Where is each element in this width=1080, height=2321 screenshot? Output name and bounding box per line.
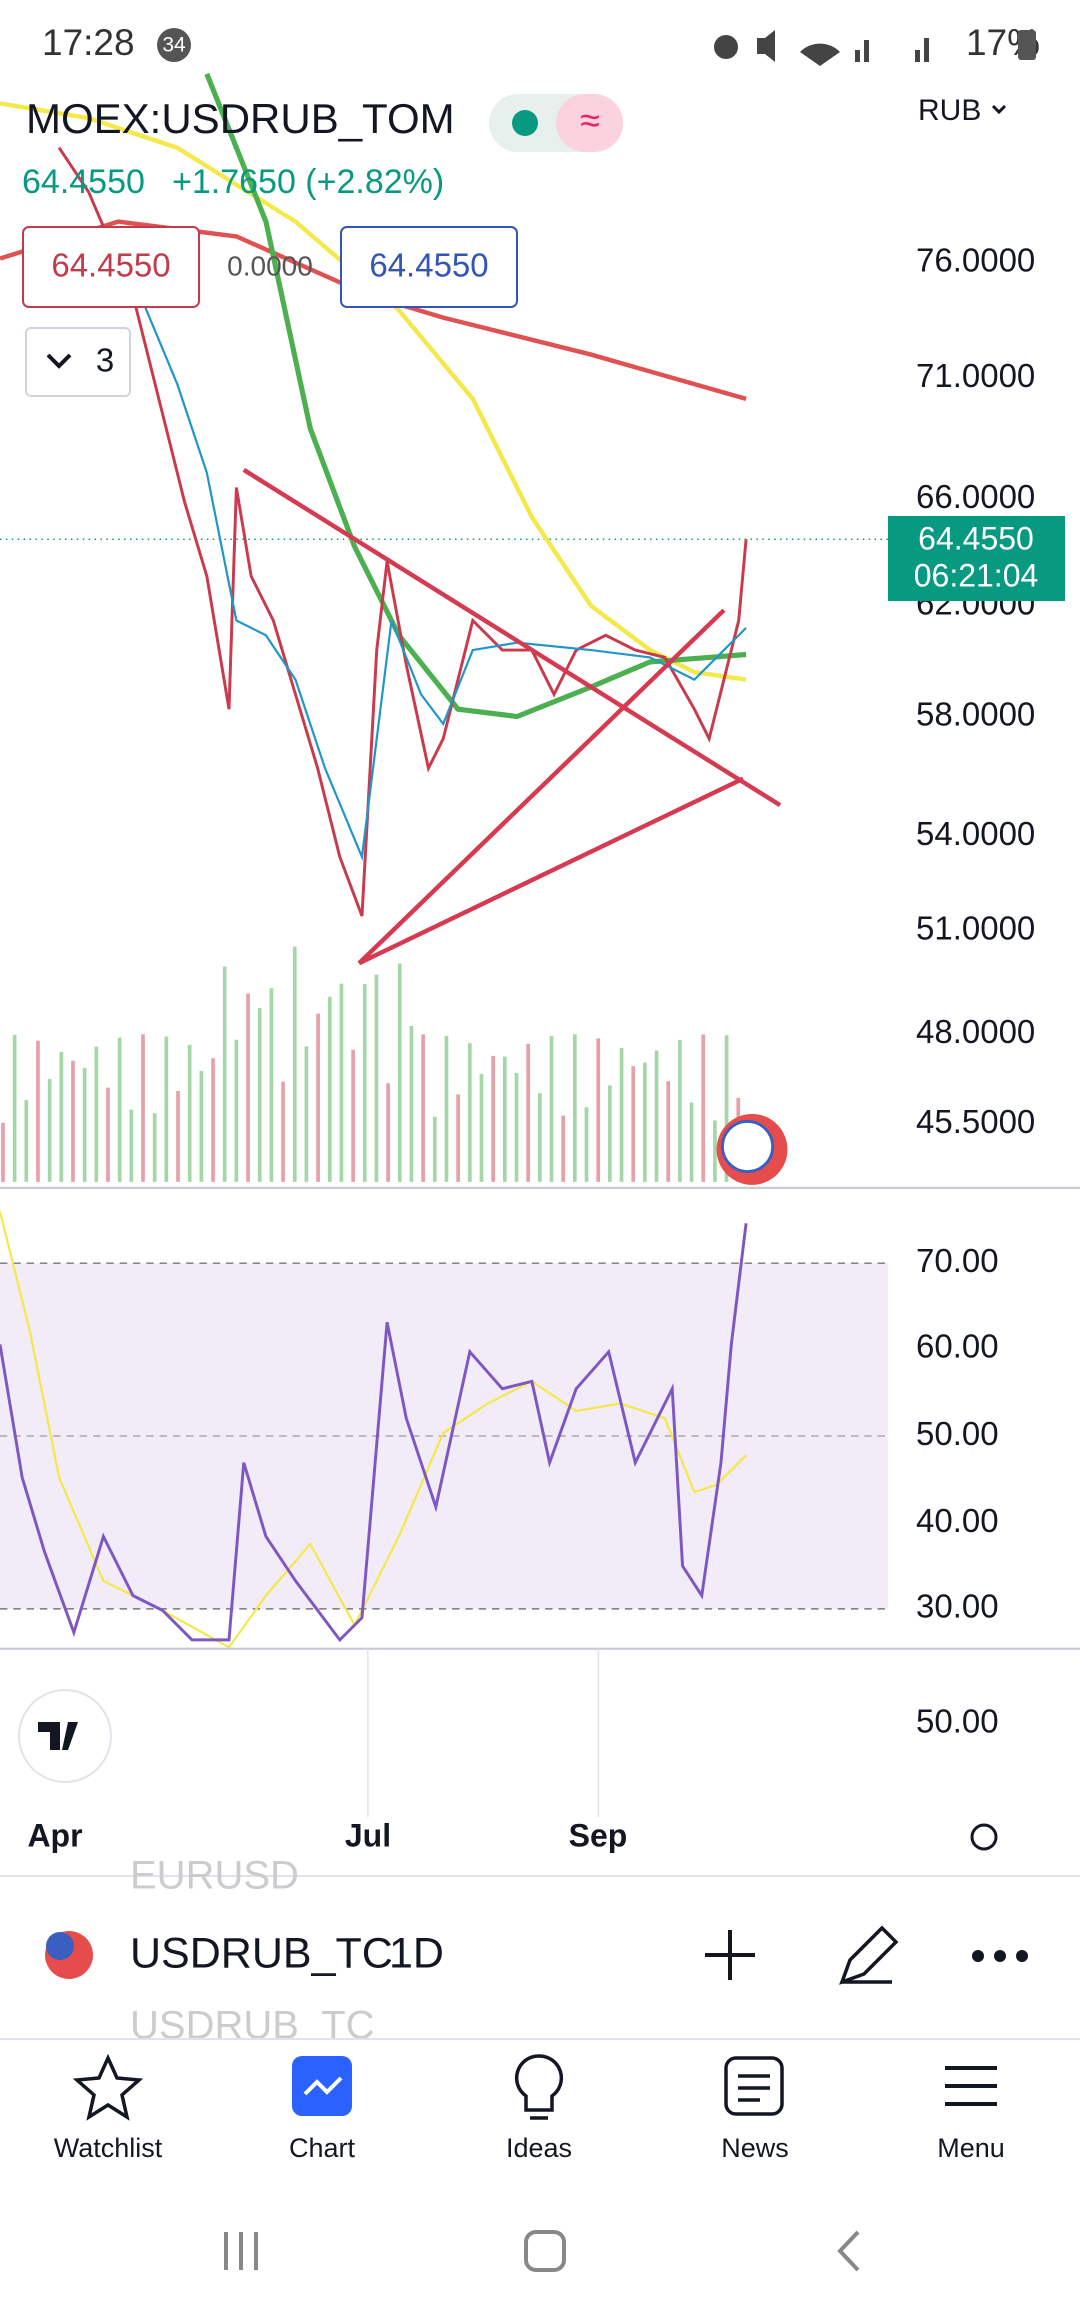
buy-button[interactable] [340,226,518,308]
rsi-tick-label: 50.00 [916,1415,999,1452]
last-price: 64.4550 [22,163,145,201]
symbol[interactable]: MOEX:USDRUB_TOM [26,95,455,142]
volume [1,946,741,1182]
axes: 76.000071.000066.000062.000058.000054.00… [27,242,1035,1854]
rsi-tick-label: 60.00 [916,1328,999,1365]
symbol-flag [46,1932,74,1960]
time-tick-label: Jul [345,1817,391,1853]
tv-logo-mark [38,1722,78,1750]
nav-tab[interactable]: News [721,2133,789,2163]
news-icon [738,2074,770,2102]
time-tick-label: Apr [27,1817,82,1853]
last-price-label [888,516,1065,601]
chevron [991,104,1007,115]
rsi-tick-label: 70.00 [916,1242,999,1279]
status-dot [512,110,538,136]
menu-icon [945,2066,997,2106]
rsi-levels [0,1262,888,1610]
price-tick-label: 51.0000 [916,909,1035,946]
back-button[interactable] [837,2230,860,2272]
nav-tab[interactable]: Watchlist [54,2133,163,2163]
rsi-ma [0,1211,747,1649]
price-tick-label: 54.0000 [916,815,1035,852]
toolbar-symbol[interactable]: USDRUB_TC [130,1929,393,1977]
home-button[interactable] [524,2230,566,2272]
price-tick-label: 45.5000 [916,1103,1035,1140]
currency[interactable]: RUB [918,94,981,127]
chevron [46,353,72,369]
nav-tab[interactable]: Ideas [506,2133,572,2163]
status-icons [714,30,929,66]
delay-icon: ≈ [580,100,600,141]
change: +1.7650 (+2.82%) [172,163,444,201]
toolbar-bg [0,1890,1080,2000]
price-tick-label: 71.0000 [916,357,1035,394]
watchlist-icon [72,2053,144,2121]
settings-icon[interactable] [970,1823,998,1851]
recent-apps[interactable] [224,2232,258,2270]
draw-button[interactable] [839,1925,899,1985]
price-tick-label: 58.0000 [916,695,1035,732]
last-price-value: 64.4550 [918,520,1034,556]
indicators-toggle[interactable] [25,327,131,397]
add-button[interactable] [705,1930,755,1980]
chart-icon [303,2076,343,2096]
nav-tab[interactable]: Menu [937,2133,1005,2163]
ma-blue [139,295,747,862]
pane-tick-label: 50.00 [916,1703,999,1740]
badge-count: 34 [162,34,186,57]
data-delay[interactable] [556,94,623,152]
badge [157,28,191,62]
rsi-tick-label: 40.00 [916,1502,999,1539]
countdown: 06:21:04 [914,557,1039,593]
sell-button[interactable] [22,226,200,308]
nav-labels: Watchlist Chart Ideas News Menu [54,2133,1005,2163]
flag-icon [720,1119,775,1174]
more-button[interactable] [972,1950,1028,1962]
chart-drawing [0,72,1080,1818]
indicator-count: 3 [96,342,114,379]
price [57,146,748,917]
interval[interactable]: 1D [389,1929,444,1977]
time-tick-label: Sep [569,1817,628,1853]
battery-icon [1018,30,1036,60]
ideas-icon [514,2054,564,2120]
nav-bg [0,2039,1080,2219]
ask: 64.4550 [369,247,488,284]
price-tick-label: 76.0000 [916,242,1035,279]
nav-tab[interactable]: Chart [289,2133,356,2163]
price-tick-label: 66.0000 [916,478,1035,515]
rsi-tick-label: 30.00 [916,1588,999,1625]
bid: 64.4550 [51,247,170,284]
price-tick-label: 48.0000 [916,1013,1035,1050]
status-time: 17:28 [42,22,135,63]
spread: 0.0000 [227,250,313,281]
trend-lines [242,467,782,966]
rsi [0,1223,748,1643]
news-icon [724,2056,784,2116]
